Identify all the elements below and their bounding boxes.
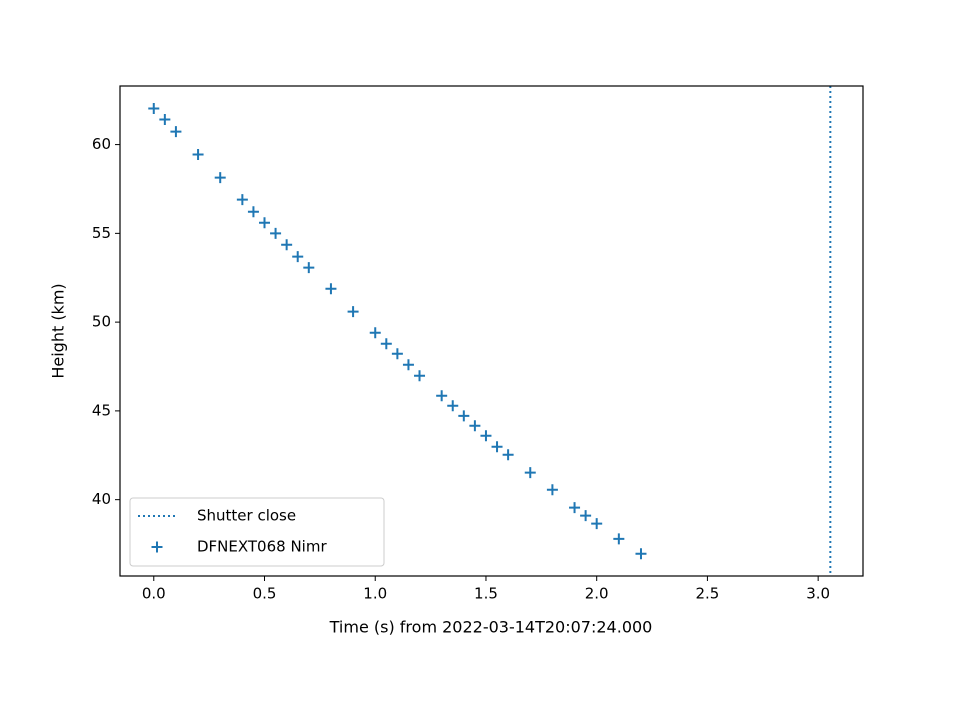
data-point [436,390,448,402]
data-point [402,359,414,371]
data-point [591,518,603,530]
legend-box [129,497,385,567]
x-axis-label: Time (s) from 2022-03-14T20:07:24.000 [329,618,653,637]
data-point [159,114,171,126]
data-point [325,283,337,295]
x-tick-label: 1.0 [363,585,387,603]
data-point [391,348,403,360]
data-point [380,338,392,350]
data-point [580,510,592,522]
data-point [347,306,359,318]
data-point [369,327,381,339]
data-point [458,410,470,422]
data-point [469,420,481,432]
data-point [414,370,426,382]
x-tick-label: 3.0 [806,585,830,603]
data-point [447,400,459,412]
data-point [635,548,647,560]
x-tick-label: 0.5 [253,585,277,603]
x-tick-label: 2.0 [585,585,609,603]
data-point [170,126,182,138]
data-point [491,441,503,453]
legend-label: Shutter close [197,507,296,525]
x-tick-label: 1.5 [474,585,498,603]
legend-swatch [151,541,163,553]
data-point [192,149,204,161]
data-point [524,467,536,479]
x-tick-label: 2.5 [695,585,719,603]
y-tick-label: 55 [92,224,111,242]
y-tick-label: 40 [92,490,111,508]
data-point [502,449,514,461]
data-point [214,172,226,184]
data-point [270,227,282,239]
x-tick-label: 0.0 [142,585,166,603]
data-point [480,430,492,442]
legend-label: DFNEXT068 Nimr [197,538,327,556]
data-point [247,206,259,218]
y-tick-label: 45 [92,401,111,419]
y-tick-label: 60 [92,135,111,153]
data-point [148,103,160,115]
data-point [546,484,558,496]
y-axis-label: Height (km) [49,283,68,378]
data-point [303,262,315,274]
data-point [236,194,248,206]
data-point [569,502,581,514]
y-tick-label: 50 [92,313,111,331]
data-point [259,217,271,229]
data-point [613,533,625,545]
data-point [281,239,293,251]
data-point [292,251,304,263]
plot-frame [119,85,864,577]
